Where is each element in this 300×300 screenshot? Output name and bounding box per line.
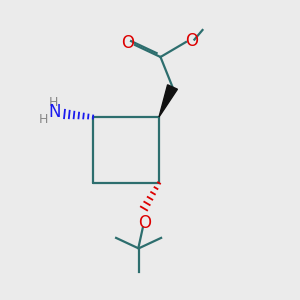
Text: O: O <box>185 32 198 50</box>
Text: H: H <box>39 113 48 126</box>
Text: O: O <box>138 214 151 232</box>
Text: N: N <box>48 103 61 121</box>
Text: H: H <box>48 96 58 109</box>
Text: O: O <box>121 34 134 52</box>
Polygon shape <box>159 85 177 117</box>
